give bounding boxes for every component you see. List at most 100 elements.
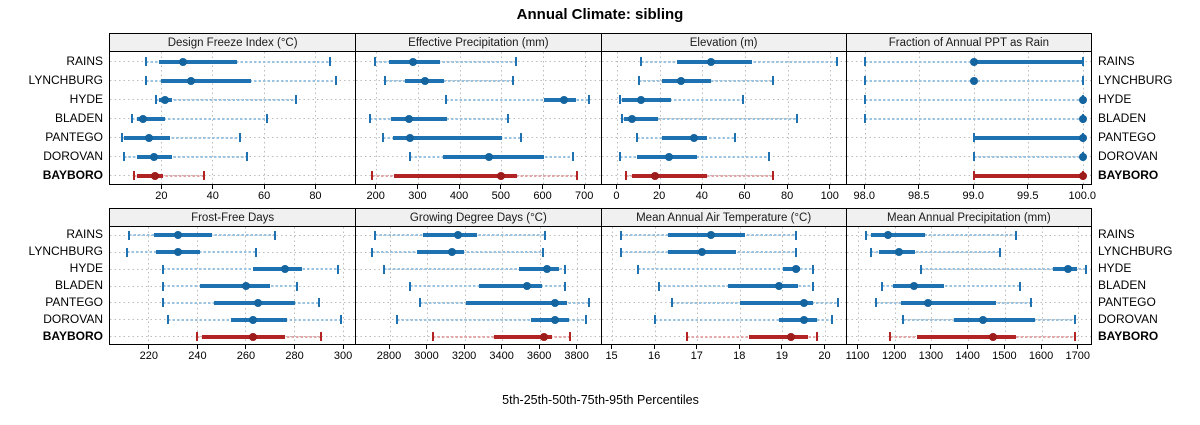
median-dot <box>497 171 506 180</box>
axis-tick-label: 200 <box>366 190 385 202</box>
whisker-cap-5th <box>973 171 976 180</box>
axis-tick-label: 1500 <box>992 350 1017 362</box>
iqr-bar-25th-75th <box>153 233 212 238</box>
axis-tick <box>781 345 783 349</box>
whisker-cap-5th <box>973 133 976 142</box>
iqr-bar-25th-75th <box>917 334 1017 339</box>
axis-tick-label: 99.5 <box>1017 190 1039 202</box>
plot-fraction-of-annual-ppt-as-rain <box>846 52 1091 184</box>
row-label-right-rains: RAINS <box>1098 53 1135 68</box>
whisker-cap-5th <box>196 332 199 342</box>
whisker-cap-5th <box>875 298 878 308</box>
axis-tick <box>743 185 745 189</box>
iqr-bar-25th-75th <box>632 173 708 178</box>
whisker-cap-95th <box>317 298 320 308</box>
whisker-cap-95th <box>334 76 337 85</box>
row-label-right-bladen: BLADEN <box>1098 278 1147 292</box>
row-label-right-hyde: HYDE <box>1098 261 1132 276</box>
axis-tick-label: 40 <box>695 190 708 202</box>
iqr-bar-25th-75th <box>443 154 544 159</box>
axis-tick-label: 280 <box>285 350 304 362</box>
strip-design-freeze-index-c: Design Freeze Index (°C) <box>110 34 356 52</box>
median-dot <box>150 171 159 180</box>
axis-tick-label: 16 <box>648 350 661 362</box>
iqr-bar-25th-75th <box>136 173 163 178</box>
axis-tick-label: 98.5 <box>908 190 930 202</box>
iqr-bar-25th-75th <box>136 116 166 121</box>
iqr-bar-25th-75th <box>391 116 447 121</box>
median-dot <box>241 282 250 290</box>
strip-title-fraction-of-annual-ppt-as-rain: Fraction of Annual PPT as Rain <box>888 36 1049 49</box>
whisker-5th-95th <box>865 234 1017 237</box>
median-dot <box>1063 265 1072 274</box>
whisker-cap-5th <box>625 171 628 180</box>
whisker-5th-95th <box>145 60 330 63</box>
whisker-5th-95th <box>384 268 565 271</box>
whisker-cap-95th <box>836 57 839 66</box>
row-label-right-lynchburg: LYNCHBURG <box>1098 72 1173 87</box>
panel-effective-precipitation-mm: Effective Precipitation (mm) <box>355 34 601 184</box>
row-label-right-lynchburg: LYNCHBURG <box>1098 244 1173 259</box>
whisker-cap-5th <box>133 171 136 180</box>
axis-tick-label: 300 <box>408 190 427 202</box>
row-label-left-lynchburg: LYNCHBURG <box>28 244 103 259</box>
axis-tick <box>615 185 617 189</box>
row-label-right-pantego: PANTEGO <box>1098 294 1156 309</box>
whisker-cap-5th <box>864 230 867 240</box>
whisker-cap-95th <box>811 264 814 274</box>
whisker-5th-95th <box>920 268 1087 271</box>
whisker-cap-5th <box>408 152 411 161</box>
iqr-bar-25th-75th <box>871 233 925 238</box>
axis-tick <box>863 185 865 189</box>
median-dot <box>144 133 153 142</box>
whisker-cap-95th <box>563 264 566 274</box>
axis-tick-label: 3000 <box>414 350 439 362</box>
iqr-bar-25th-75th <box>974 135 1084 140</box>
whisker-5th-95th <box>131 117 267 120</box>
median-dot <box>179 57 188 66</box>
iqr-bar-25th-75th <box>231 317 288 322</box>
median-dot <box>1079 152 1088 161</box>
median-dot <box>161 95 170 104</box>
iqr-bar-25th-75th <box>393 173 518 178</box>
row-label-left-bayboro: BAYBORO <box>42 167 103 182</box>
axis-tick-label: 80 <box>309 190 322 202</box>
median-dot <box>447 248 456 257</box>
row-label-left-pantego: PANTEGO <box>45 129 103 144</box>
whisker-cap-95th <box>328 57 331 66</box>
axis-tick-label: 80 <box>780 190 794 202</box>
axis-tick-label: 40 <box>206 190 219 202</box>
axis-tick <box>930 345 932 349</box>
plot-mean-annual-air-temperature-c <box>601 227 846 344</box>
axis-tick-label: 1300 <box>918 350 944 362</box>
median-dot <box>774 282 783 290</box>
whisker-5th-95th <box>385 79 513 82</box>
median-dot <box>979 315 988 324</box>
whisker-cap-5th <box>130 114 133 123</box>
iqr-bar-25th-75th <box>530 317 570 322</box>
axis-tick <box>294 345 296 349</box>
row-label-right-hyde: HYDE <box>1098 91 1132 106</box>
whisker-cap-5th <box>637 264 640 274</box>
median-dot <box>404 114 413 123</box>
horizontal-gridline <box>110 175 356 176</box>
strip-growing-degree-days-c: Growing Degree Days (°C) <box>356 209 601 227</box>
median-dot <box>1079 133 1088 142</box>
median-dot <box>1079 171 1088 180</box>
whisker-cap-95th <box>238 133 241 142</box>
axis-tick <box>501 345 503 349</box>
axis-tick-label: 220 <box>139 350 159 362</box>
whisker-cap-95th <box>795 114 798 123</box>
axis-tick <box>786 185 788 189</box>
whisker-5th-95th <box>865 117 1084 120</box>
whisker-5th-95th <box>638 268 813 271</box>
whisker-cap-95th <box>1015 230 1018 240</box>
iqr-bar-25th-75th <box>392 135 502 140</box>
iqr-bar-25th-75th <box>740 300 813 305</box>
whisker-cap-95th <box>541 247 544 257</box>
plot-frost-free-days <box>110 227 356 344</box>
median-dot <box>787 332 796 341</box>
whisker-cap-95th <box>1085 264 1088 274</box>
axis-tick <box>696 345 698 349</box>
axis-tick-label: 3600 <box>526 350 552 362</box>
